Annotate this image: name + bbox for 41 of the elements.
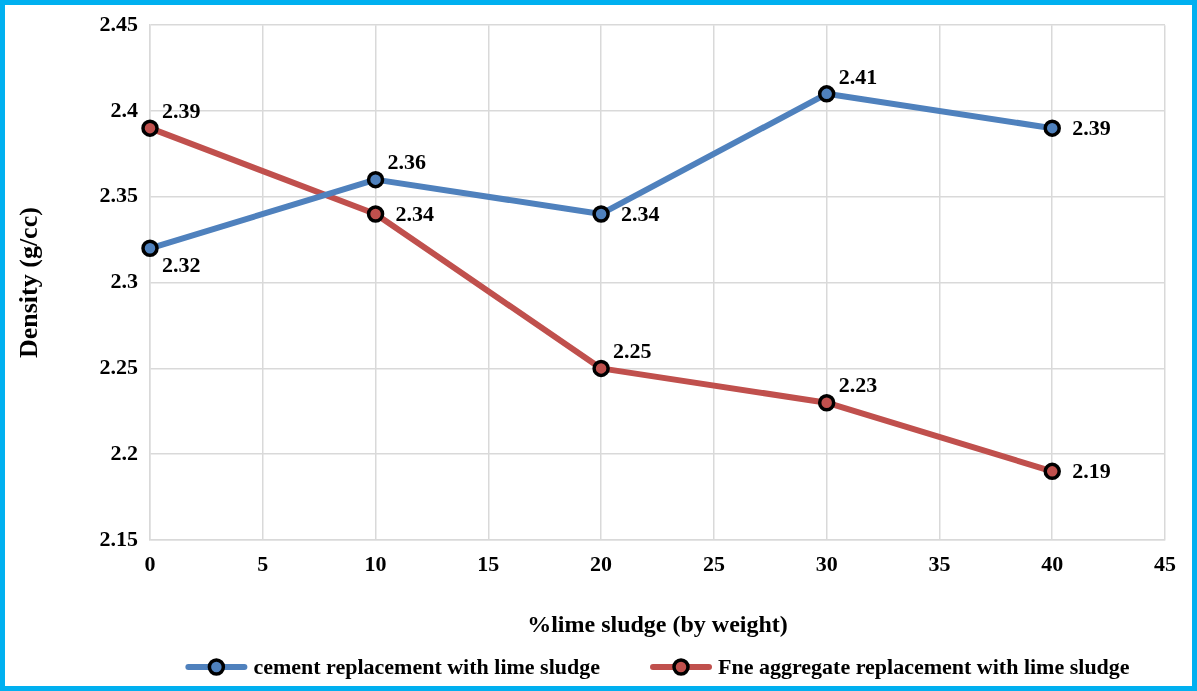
- data-label: 2.19: [1072, 458, 1111, 484]
- y-tick-label: 2.4: [110, 96, 138, 122]
- point: [366, 170, 385, 189]
- point: [141, 119, 159, 137]
- data-label: 2.39: [1072, 114, 1111, 140]
- data-label: 2.25: [613, 338, 652, 364]
- data-label: 2.32: [162, 251, 201, 277]
- point: [817, 85, 836, 103]
- x-axis-title: %lime sludge (by weight): [527, 610, 788, 637]
- x-tick-label: 15: [477, 550, 500, 576]
- data-label: 2.34: [621, 200, 660, 226]
- point: [141, 239, 159, 258]
- x-tick-label: 45: [1154, 550, 1176, 576]
- x-tick-label: 25: [702, 550, 725, 576]
- data-label: 2.23: [838, 372, 878, 398]
- y-tick-label: 2.15: [99, 525, 138, 551]
- y-tick-label: 2.25: [99, 354, 138, 380]
- x-tick-label: 5: [257, 550, 269, 576]
- y-axis-title: Density (g/cc): [14, 207, 44, 359]
- y-tick-label: 2.3: [110, 268, 138, 294]
- point: [592, 359, 610, 378]
- point: [1043, 462, 1061, 481]
- y-tick-label: 2.2: [110, 439, 138, 465]
- data-label: 2.34: [395, 200, 435, 226]
- x-tick-label: 40: [1041, 550, 1064, 576]
- legend-label: Fne aggregate replacement with lime sludge: [718, 653, 1130, 679]
- data-label: 2.39: [162, 97, 201, 123]
- point: [592, 205, 610, 223]
- data-label: 2.41: [838, 63, 878, 89]
- point: [366, 205, 385, 223]
- x-tick-label: 20: [590, 550, 613, 576]
- x-tick-label: 30: [815, 550, 838, 576]
- point: [1043, 119, 1061, 137]
- legend-label: cement replacement with lime sludge: [253, 653, 601, 679]
- x-tick-label: 0: [144, 550, 156, 576]
- y-tick-label: 2.35: [99, 182, 138, 208]
- y-tick-label: 2.45: [99, 10, 138, 36]
- point: [817, 393, 836, 412]
- x-tick-label: 10: [364, 550, 387, 576]
- data-label: 2.36: [387, 149, 427, 175]
- x-tick-label: 35: [928, 550, 951, 576]
